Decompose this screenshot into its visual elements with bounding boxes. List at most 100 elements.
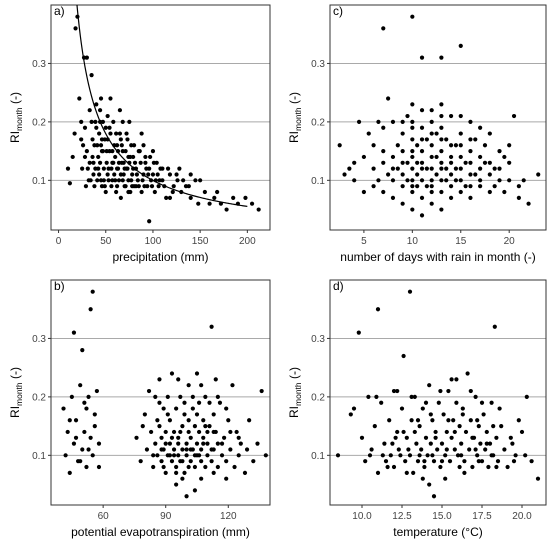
- data-point: [126, 189, 131, 195]
- data-point: [429, 143, 434, 148]
- data-point: [430, 418, 435, 423]
- data-point: [427, 482, 432, 487]
- data-point: [251, 459, 256, 464]
- data-point: [134, 435, 139, 440]
- data-point: [417, 453, 422, 458]
- data-point: [438, 388, 443, 394]
- data-point: [141, 172, 146, 177]
- data-point: [521, 178, 526, 183]
- panel-a: 0.1 0.2 0.3 0 50 100 150 200 precipitation (mm) R…: [8, 4, 271, 264]
- data-point: [149, 184, 155, 189]
- data-point: [87, 160, 92, 165]
- data-point: [157, 424, 162, 429]
- data-point: [228, 429, 233, 435]
- data-point: [502, 189, 507, 195]
- y-axis-title: RImonth (-): [8, 367, 24, 418]
- data-point: [427, 383, 432, 388]
- data-point: [476, 459, 481, 464]
- data-point: [94, 102, 99, 107]
- data-point: [366, 131, 371, 136]
- data-point: [120, 178, 125, 183]
- data-point: [138, 160, 143, 165]
- data-point: [211, 429, 216, 435]
- data-point: [155, 418, 160, 423]
- data-point: [352, 178, 357, 183]
- data-point: [135, 178, 140, 183]
- data-point: [478, 154, 483, 160]
- data-point: [174, 464, 179, 470]
- data-point: [153, 394, 158, 399]
- data-point: [218, 201, 224, 206]
- data-point: [130, 184, 135, 189]
- data-point: [120, 149, 125, 154]
- x-tick-label: 5: [361, 236, 367, 247]
- data-point: [152, 189, 157, 195]
- data-point: [242, 470, 248, 475]
- data-point: [468, 160, 473, 165]
- data-point: [519, 429, 525, 435]
- data-point: [390, 195, 396, 200]
- data-point: [99, 184, 105, 189]
- data-point: [444, 447, 449, 452]
- data-point: [484, 441, 489, 446]
- data-point: [375, 307, 381, 312]
- data-point: [448, 154, 454, 160]
- data-point: [468, 172, 473, 177]
- data-point: [85, 166, 90, 171]
- data-point: [179, 189, 184, 195]
- data-point: [164, 195, 169, 200]
- data-point: [219, 453, 225, 458]
- data-point: [263, 453, 268, 458]
- data-point: [194, 441, 200, 446]
- data-point: [482, 160, 488, 165]
- data-point: [359, 435, 365, 440]
- data-point: [209, 459, 214, 464]
- data-point: [259, 388, 264, 394]
- data-point: [174, 406, 179, 411]
- data-point: [213, 377, 218, 382]
- data-point: [159, 459, 164, 464]
- data-point: [138, 459, 143, 464]
- data-point: [463, 160, 468, 165]
- data-point: [180, 447, 185, 452]
- data-point: [199, 383, 204, 388]
- data-point: [194, 371, 200, 376]
- data-point: [429, 189, 434, 195]
- data-point: [159, 435, 164, 440]
- x-axis-title: temperature (°C): [393, 525, 483, 539]
- data-point: [483, 447, 488, 452]
- data-point: [457, 464, 462, 470]
- data-point: [434, 172, 439, 177]
- data-point: [101, 166, 106, 171]
- data-point: [470, 464, 475, 470]
- data-point: [114, 184, 120, 189]
- data-point: [536, 172, 541, 177]
- data-point: [201, 435, 206, 440]
- data-point: [511, 113, 517, 119]
- x-tick-label: 10.0: [352, 511, 372, 522]
- data-point: [96, 154, 101, 160]
- data-point: [97, 108, 103, 113]
- data-point: [176, 453, 181, 458]
- data-point: [371, 143, 376, 148]
- data-point: [136, 149, 141, 154]
- data-point: [468, 418, 473, 423]
- data-point: [207, 201, 212, 206]
- data-point: [410, 149, 415, 154]
- data-point: [90, 289, 95, 294]
- data-point: [431, 459, 437, 464]
- x-tick-label: 60: [98, 511, 110, 522]
- data-point: [439, 189, 444, 195]
- data-point: [144, 447, 150, 452]
- data-point: [196, 201, 201, 206]
- data-point: [386, 172, 391, 177]
- data-point: [390, 178, 396, 183]
- data-point: [167, 172, 173, 177]
- data-point: [429, 178, 434, 183]
- data-point: [134, 172, 139, 177]
- data-point: [153, 441, 158, 446]
- data-point: [429, 201, 434, 206]
- panel-label: a): [54, 4, 65, 18]
- x-tick-label: 15: [455, 236, 467, 247]
- data-point: [155, 453, 160, 458]
